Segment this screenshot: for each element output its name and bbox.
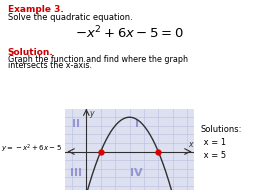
Text: $x$: $x$ [188,139,195,149]
Text: $y = -x^2 + 6x - 5$: $y = -x^2 + 6x - 5$ [1,142,62,155]
Text: Solve the quadratic equation.: Solve the quadratic equation. [8,13,133,22]
Text: $-x^2 + 6x - 5 = 0$: $-x^2 + 6x - 5 = 0$ [75,24,184,41]
Text: intersects the x-axis.: intersects the x-axis. [8,61,92,70]
Text: II: II [71,119,80,129]
Text: Solution.: Solution. [8,48,54,56]
Text: IV: IV [130,168,143,178]
Text: Solutions:
 x = 1
 x = 5: Solutions: x = 1 x = 5 [201,125,242,160]
Text: Graph the function and find where the graph: Graph the function and find where the gr… [8,55,188,64]
Text: $y$: $y$ [89,109,96,120]
Text: I: I [135,119,139,129]
Text: III: III [70,168,82,178]
Text: Example 3.: Example 3. [8,5,63,14]
